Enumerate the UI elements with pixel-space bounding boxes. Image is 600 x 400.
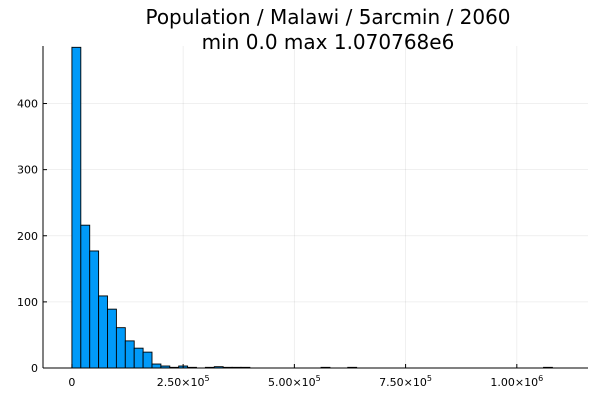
grid-layer bbox=[43, 46, 588, 369]
x-tick-label: 7.50×105 bbox=[379, 374, 432, 389]
y-tick-label: 0 bbox=[31, 362, 38, 375]
chart-subtitle: min 0.0 max 1.070768e6 bbox=[202, 30, 455, 54]
axis-layer bbox=[42, 46, 588, 369]
histogram-bar bbox=[142, 351, 153, 369]
x-tick-label: 1.00×106 bbox=[490, 374, 543, 389]
y-tick-label: 300 bbox=[17, 164, 38, 177]
x-tick-label: 5.00×105 bbox=[268, 374, 321, 389]
y-tick-label: 400 bbox=[17, 98, 38, 111]
x-tick-label: 2.50×105 bbox=[157, 374, 210, 389]
histogram-bar bbox=[89, 250, 100, 369]
y-tick-label: 200 bbox=[17, 230, 38, 243]
histogram-bar bbox=[98, 295, 108, 369]
histogram-bar bbox=[71, 46, 82, 369]
histogram-bar bbox=[115, 327, 126, 369]
histogram-bar bbox=[80, 224, 91, 369]
bar-layer bbox=[71, 46, 553, 369]
x-tick-label: 0 bbox=[68, 376, 75, 389]
tick-label-layer: 0 100 200 300 400 0 2.50×105 5.00×105 7.50×105 1.… bbox=[17, 98, 543, 389]
y-tick-label: 100 bbox=[17, 296, 38, 309]
histogram-bar bbox=[151, 363, 162, 369]
histogram-bar bbox=[107, 308, 117, 369]
histogram-bar bbox=[124, 340, 135, 369]
chart-title: Population / Malawi / 5arcmin / 2060 bbox=[145, 5, 510, 29]
histogram-bar bbox=[133, 347, 144, 369]
